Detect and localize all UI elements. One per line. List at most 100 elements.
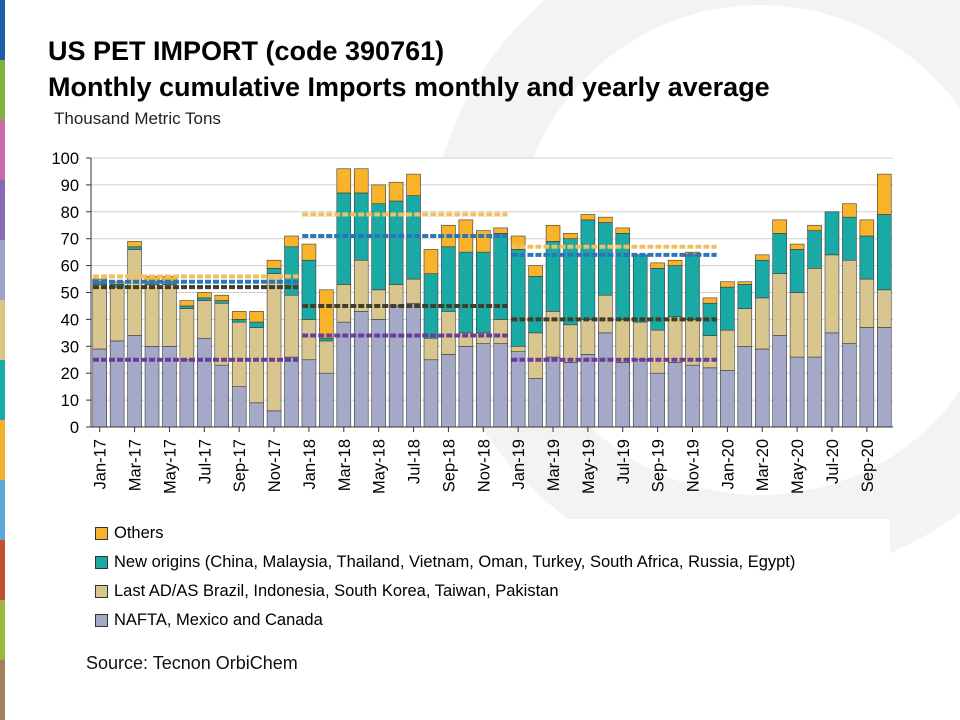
legend-label-new-origins: New origins (China, Malaysia, Thailand, … — [114, 553, 796, 571]
side-color-stripe — [0, 0, 5, 720]
x-tick-label: Jul-20 — [824, 439, 842, 484]
bar-others-Jul-18 — [406, 173, 421, 196]
y-tick-label: 100 — [51, 150, 79, 168]
bar-new_origins-Mar-19 — [545, 241, 561, 312]
bar-new_origins-Oct-20 — [877, 214, 892, 291]
bar-others-Dec-18 — [493, 227, 508, 234]
bar-last_ad-Mar-18 — [336, 284, 352, 323]
bar-others-Jun-19 — [598, 216, 613, 223]
legend-label-nafta: NAFTA, Mexico and Canada — [114, 611, 323, 629]
bar-new_origins-Nov-17 — [266, 267, 282, 274]
bar-new_origins-Nov-18 — [476, 251, 491, 334]
x-tick-label: Mar-17 — [127, 439, 145, 491]
bar-nafta-Sep-19 — [650, 372, 665, 428]
bar-last_ad-Jul-17 — [197, 300, 212, 339]
bar-last_ad-Oct-20 — [877, 289, 892, 328]
bar-others-Apr-19 — [563, 233, 578, 240]
bar-new_origins-Sep-18 — [441, 246, 456, 312]
y-tick-label: 0 — [70, 419, 79, 437]
bar-others-Dec-19 — [702, 297, 718, 304]
bar-nafta-Apr-20 — [772, 335, 787, 428]
bar-last_ad-Jul-18 — [406, 278, 421, 304]
bar-nafta-Jan-20 — [720, 370, 735, 428]
bar-new_origins-May-20 — [789, 249, 805, 293]
bar-nafta-Apr-19 — [563, 362, 578, 428]
bar-nafta-Nov-19 — [685, 364, 700, 428]
y-tick-label: 90 — [61, 177, 79, 195]
bar-others-May-18 — [371, 184, 386, 205]
bar-last_ad-Jun-18 — [388, 284, 404, 307]
bar-nafta-Jan-18 — [301, 359, 317, 428]
bar-others-Jun-18 — [388, 181, 404, 202]
bar-nafta-Dec-18 — [493, 343, 508, 428]
bar-last_ad-Jun-20 — [807, 267, 822, 358]
x-tick-label: Mar-18 — [336, 439, 354, 491]
bar-last_ad-Jun-17 — [179, 308, 195, 361]
y-axis-unit-label: Thousand Metric Tons — [54, 109, 221, 128]
bar-nafta-Mar-20 — [754, 348, 770, 428]
bar-others-Oct-20 — [877, 173, 892, 215]
bar-others-Mar-20 — [754, 254, 770, 261]
bar-nafta-Dec-17 — [284, 356, 299, 428]
legend-label-last-ad: Last AD/AS Brazil, Indonesia, South Kore… — [114, 582, 559, 600]
x-tick-label: Sep-19 — [650, 439, 668, 492]
bar-new_origins-Mar-20 — [754, 259, 770, 299]
bar-last_ad-Jul-19 — [615, 319, 631, 363]
bar-nafta-Feb-18 — [319, 372, 334, 428]
bar-nafta-Aug-19 — [632, 359, 648, 428]
bar-nafta-Mar-19 — [545, 356, 561, 428]
bar-others-Feb-20 — [737, 281, 753, 285]
x-tick-label: Jan-17 — [92, 439, 110, 489]
bar-last_ad-Jan-17 — [92, 284, 107, 350]
bar-last_ad-Sep-20 — [859, 278, 875, 328]
bar-nafta-Jun-19 — [598, 332, 613, 428]
bar-others-Apr-20 — [772, 219, 787, 234]
bar-others-Aug-17 — [214, 294, 230, 301]
bar-last_ad-May-20 — [789, 292, 805, 358]
bar-others-Mar-19 — [545, 224, 561, 242]
bar-last_ad-Jan-18 — [301, 319, 317, 361]
bar-nafta-Nov-18 — [476, 343, 491, 428]
bar-others-Oct-19 — [667, 259, 683, 266]
bar-nafta-Jul-20 — [824, 332, 840, 428]
legend-swatch-nafta — [95, 614, 108, 627]
bar-nafta-Jun-18 — [388, 305, 404, 428]
bar-new_origins-Apr-19 — [563, 238, 578, 326]
bar-new_origins-Jan-20 — [720, 286, 735, 331]
bar-new_origins-Jan-19 — [510, 249, 526, 347]
bar-new_origins-Jul-17 — [197, 297, 212, 301]
bar-nafta-Oct-18 — [458, 345, 474, 428]
bar-new_origins-Oct-19 — [667, 265, 683, 318]
bar-last_ad-Apr-19 — [563, 324, 578, 363]
bar-nafta-Aug-20 — [842, 343, 857, 428]
y-tick-label: 40 — [61, 311, 79, 329]
bar-others-Jul-17 — [197, 292, 212, 299]
bar-others-Jun-17 — [179, 300, 195, 307]
bar-nafta-Oct-20 — [877, 327, 892, 428]
bar-new_origins-May-19 — [580, 219, 596, 320]
x-tick-label: Jul-19 — [615, 439, 633, 484]
x-tick-label: Jul-17 — [196, 439, 214, 484]
x-tick-label: Nov-19 — [685, 439, 703, 492]
bar-nafta-Jun-17 — [179, 359, 195, 428]
bar-nafta-Sep-20 — [859, 327, 875, 428]
bar-new_origins-Oct-18 — [458, 251, 474, 334]
bar-nafta-Aug-17 — [214, 364, 230, 428]
legend-swatch-last-ad — [95, 585, 108, 598]
bar-others-May-20 — [789, 243, 805, 250]
bar-new_origins-Sep-17 — [231, 319, 247, 323]
legend-item-nafta: NAFTA, Mexico and Canada — [72, 606, 890, 635]
bar-nafta-Oct-17 — [249, 402, 264, 428]
bar-nafta-Mar-17 — [127, 335, 142, 428]
y-tick-label: 70 — [61, 231, 79, 249]
bar-nafta-Mar-18 — [336, 321, 352, 428]
bar-last_ad-Mar-20 — [754, 297, 770, 350]
bar-others-Dec-17 — [284, 235, 299, 248]
y-tick-label: 60 — [61, 258, 79, 276]
bar-last_ad-Aug-20 — [842, 259, 857, 344]
legend-swatch-new-origins — [95, 556, 108, 569]
bar-nafta-Feb-20 — [737, 345, 753, 428]
bar-last_ad-Sep-17 — [231, 321, 247, 387]
bar-others-May-19 — [580, 214, 596, 221]
bar-new_origins-Sep-20 — [859, 235, 875, 280]
